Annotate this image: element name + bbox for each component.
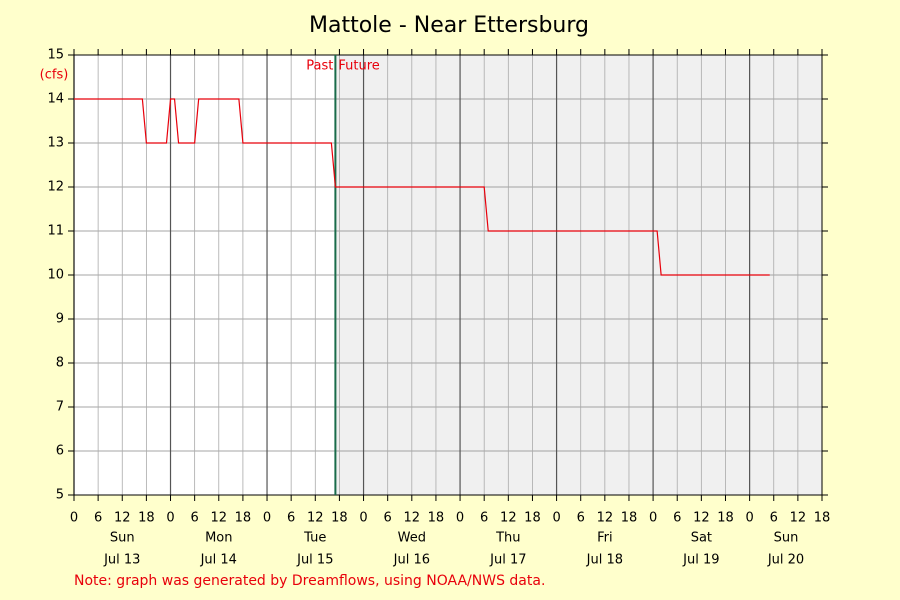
x-tick-label: 12 — [597, 511, 614, 526]
x-tick-label: 18 — [814, 511, 831, 526]
day-date: Jul 13 — [103, 553, 140, 568]
x-tick-label: 12 — [114, 511, 131, 526]
day-date: Jul 19 — [682, 553, 719, 568]
y-tick-label: 8 — [56, 356, 64, 371]
series-line — [74, 98, 770, 276]
x-tick-label: 6 — [577, 511, 585, 526]
x-tick-label: 6 — [287, 511, 295, 526]
x-tick-label: 0 — [70, 511, 78, 526]
day-date: Jul 15 — [296, 553, 333, 568]
note: Note: graph was generated by Dreamflows,… — [74, 573, 545, 589]
x-tick-label: 18 — [717, 511, 734, 526]
plot-frame — [73, 54, 823, 496]
x-tick-label: 6 — [94, 511, 102, 526]
x-tick-label: 18 — [621, 511, 638, 526]
y-tick-label: 10 — [47, 268, 64, 283]
x-tick-label: 0 — [745, 511, 753, 526]
x-tick-label: 0 — [263, 511, 271, 526]
day-weekday: Wed — [398, 531, 426, 546]
day-weekday: Thu — [495, 531, 520, 546]
x-tick-label: 0 — [552, 511, 560, 526]
x-tick-label: 6 — [770, 511, 778, 526]
day-weekday: Sat — [691, 531, 712, 546]
y-tick-label: 14 — [47, 92, 64, 107]
y-tick-label: 7 — [56, 400, 64, 415]
y-tick-label: 9 — [56, 312, 64, 327]
day-date: Jul 20 — [767, 553, 804, 568]
x-tick-label: 6 — [191, 511, 199, 526]
x-tick-label: 12 — [307, 511, 324, 526]
day-weekday: Tue — [303, 531, 326, 546]
x-tick-label: 0 — [359, 511, 367, 526]
day-weekday: Sun — [774, 531, 799, 546]
y-tick-label: 15 — [47, 48, 64, 63]
x-tick-label: 12 — [211, 511, 228, 526]
y-tick-label: 6 — [56, 444, 64, 459]
day-date: Jul 16 — [393, 553, 430, 568]
day-weekday: Mon — [205, 531, 232, 546]
y-tick-label: 5 — [56, 488, 64, 503]
y-tick-label: 12 — [47, 180, 64, 195]
x-tick-label: 12 — [404, 511, 421, 526]
x-tick-label: 0 — [649, 511, 657, 526]
day-date: Jul 14 — [200, 553, 237, 568]
day-date: Jul 17 — [489, 553, 526, 568]
day-date: Jul 18 — [586, 553, 623, 568]
x-tick-label: 12 — [693, 511, 710, 526]
x-tick-label: 18 — [524, 511, 541, 526]
y-axis-label: (cfs) — [40, 68, 69, 83]
day-weekday: Sun — [110, 531, 135, 546]
y-tick-label: 13 — [47, 136, 64, 151]
x-tick-label: 6 — [673, 511, 681, 526]
x-tick-label: 12 — [500, 511, 517, 526]
x-tick-label: 18 — [235, 511, 252, 526]
past-label: Past — [306, 59, 333, 74]
y-tick-label: 11 — [47, 224, 64, 239]
x-tick-label: 0 — [456, 511, 464, 526]
x-tick-label: 6 — [480, 511, 488, 526]
future-label: Future — [338, 59, 379, 74]
x-tick-label: 18 — [331, 511, 348, 526]
x-tick-label: 18 — [138, 511, 155, 526]
x-tick-label: 6 — [384, 511, 392, 526]
chart-title: Mattole - Near Ettersburg — [309, 13, 589, 38]
x-tick-label: 12 — [790, 511, 807, 526]
x-tick-label: 0 — [166, 511, 174, 526]
x-tick-label: 18 — [428, 511, 445, 526]
day-weekday: Fri — [597, 531, 613, 546]
